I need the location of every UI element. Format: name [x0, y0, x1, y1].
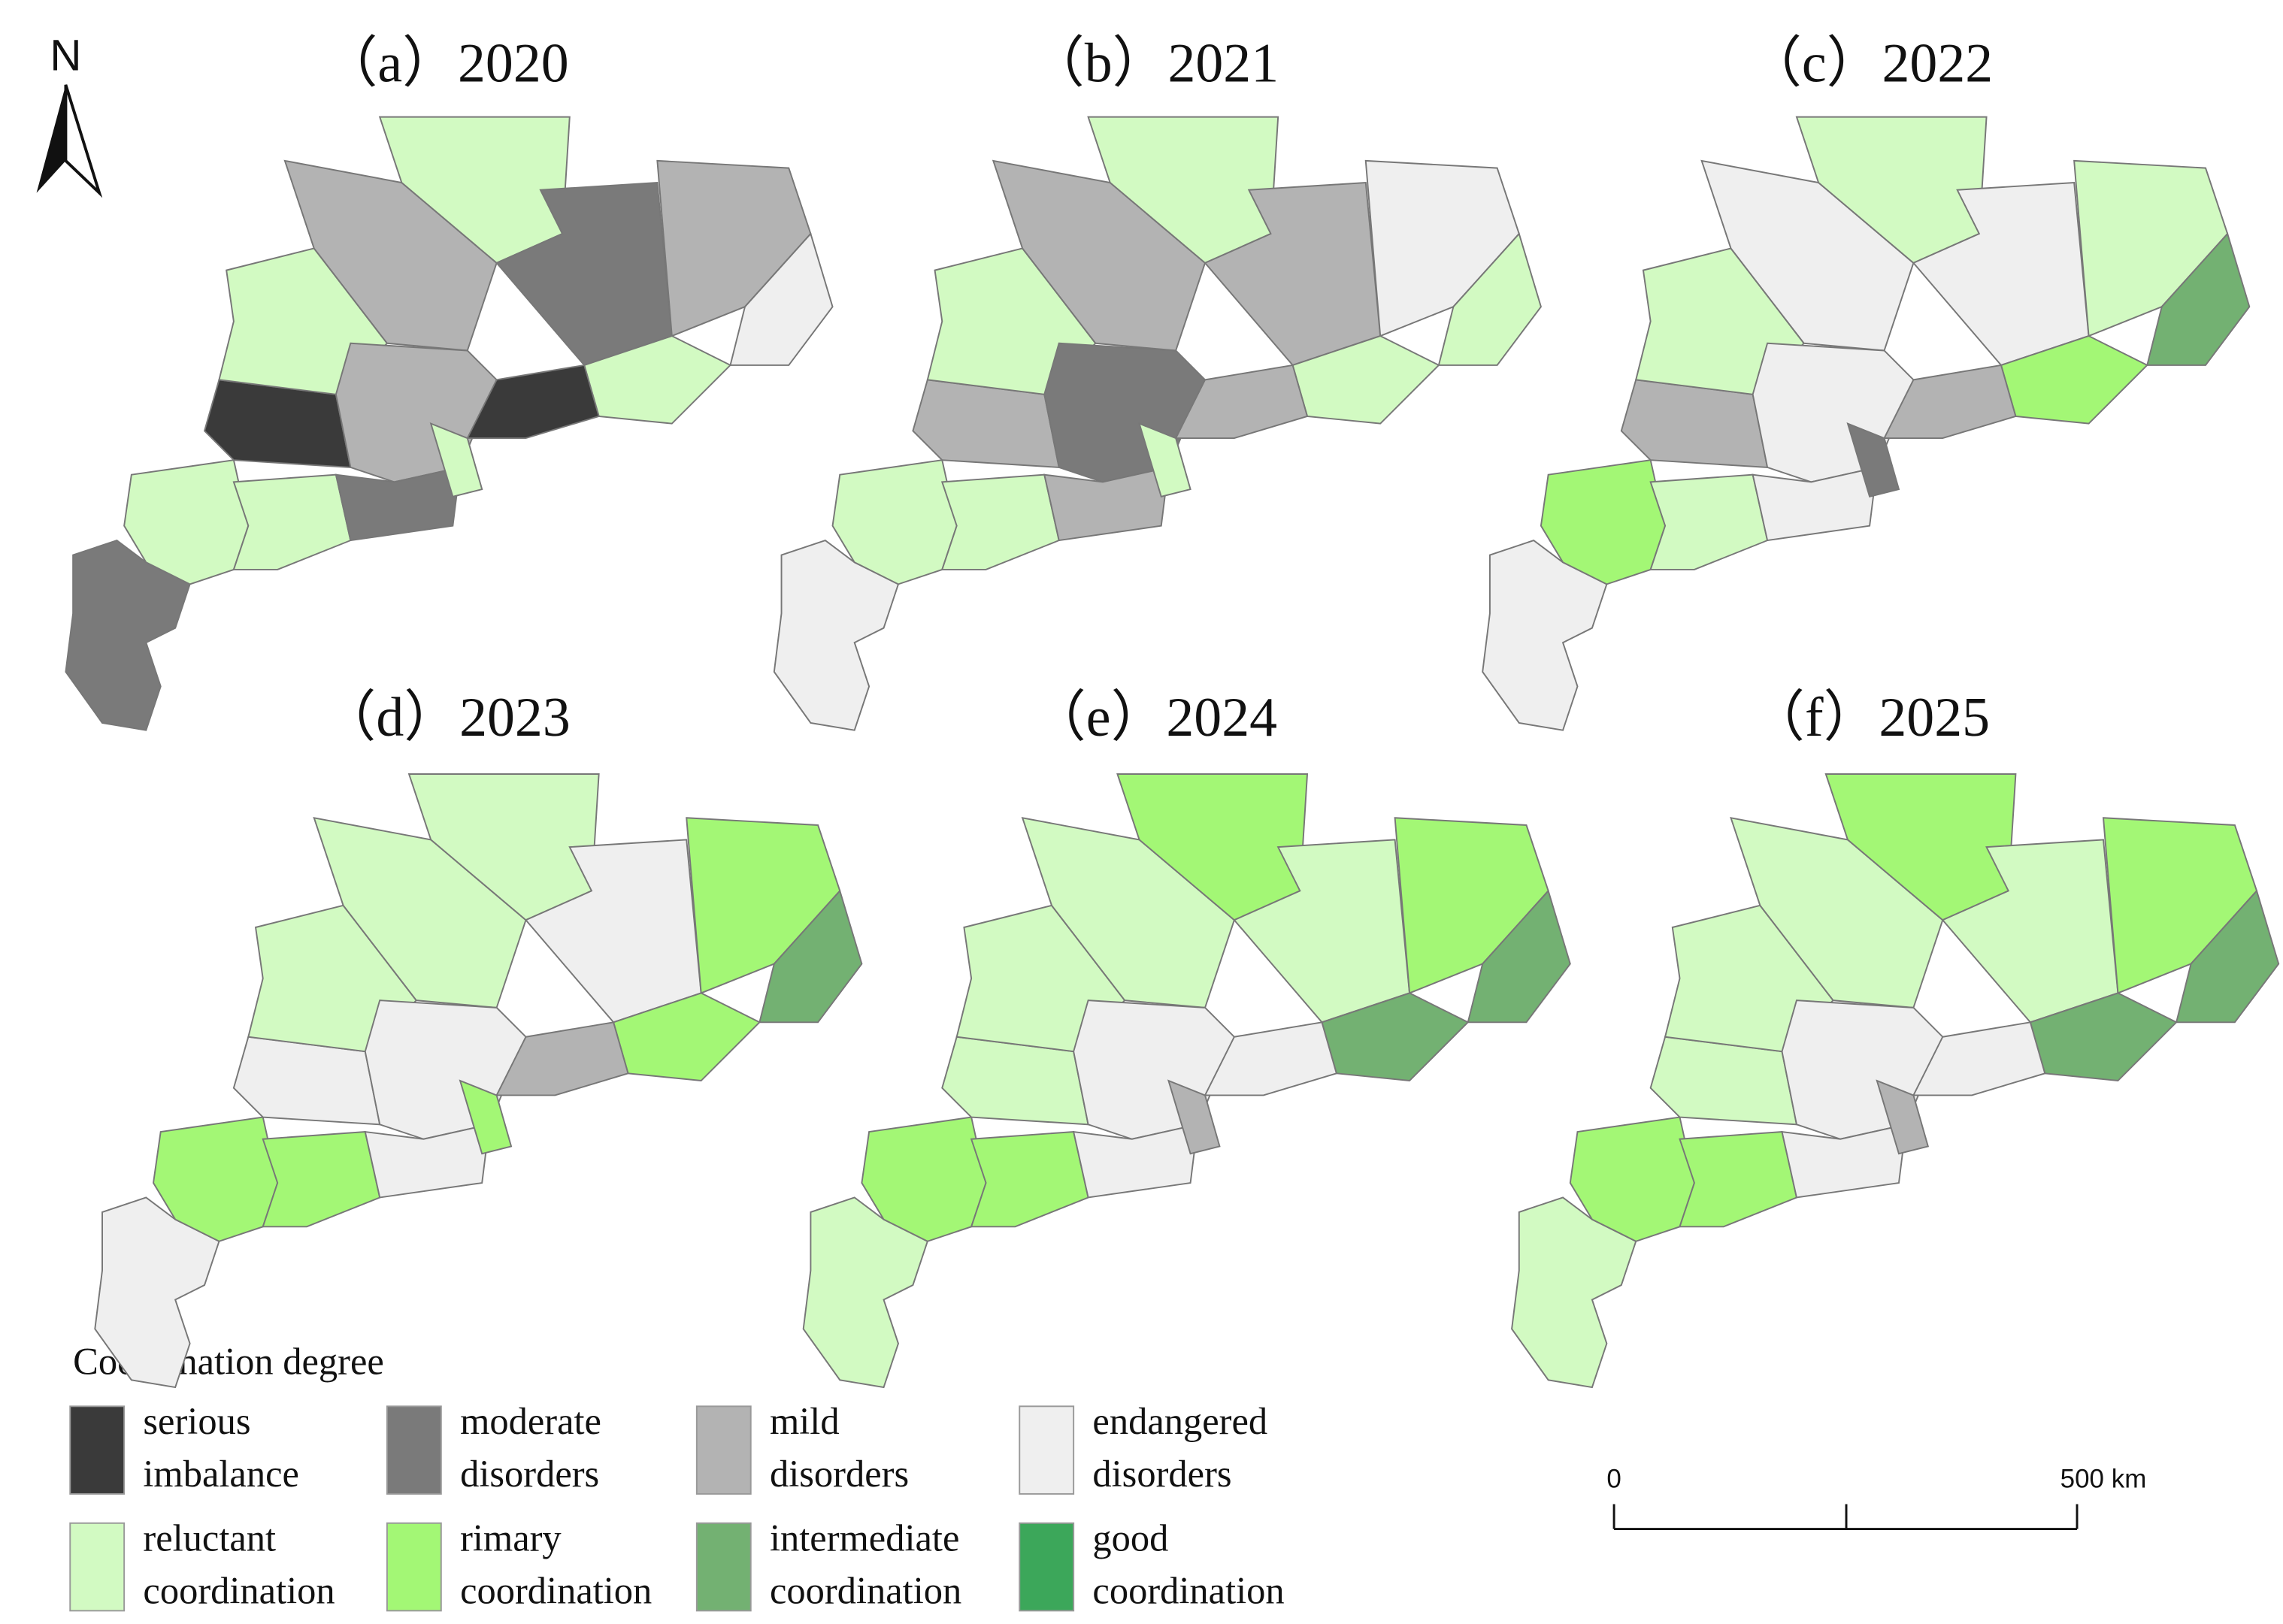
region	[1437, 232, 1542, 366]
region	[861, 1116, 987, 1242]
region	[1043, 466, 1170, 542]
scale-bar	[1612, 1504, 2079, 1530]
region	[232, 473, 352, 570]
region	[1781, 1123, 1907, 1199]
region	[940, 473, 1060, 570]
legend-label: intermediate	[770, 1517, 959, 1559]
region	[1679, 1131, 1798, 1228]
region	[1467, 889, 1571, 1024]
legend-label: endangered	[1092, 1400, 1267, 1442]
legend-label: disorders	[770, 1453, 909, 1495]
region	[802, 1196, 929, 1389]
region	[1204, 1021, 1338, 1096]
region	[1882, 364, 2017, 440]
panel-title: （d）2023	[321, 686, 571, 748]
legend-swatch	[386, 1522, 442, 1612]
legend-label: rimary	[460, 1517, 562, 1559]
region	[1072, 1123, 1199, 1199]
legend-label: coordination	[460, 1570, 652, 1612]
region	[364, 1123, 491, 1199]
legend-label: coordination	[1092, 1570, 1284, 1612]
region	[1846, 422, 1900, 497]
region	[1167, 1079, 1221, 1155]
panel-title: （f）2025	[1749, 686, 1990, 748]
panel-title: （c）2022	[1746, 32, 1993, 93]
region	[970, 1131, 1089, 1228]
panel-map	[1482, 116, 2251, 731]
region	[466, 364, 600, 440]
legend-label: moderate	[460, 1400, 601, 1442]
region	[758, 889, 863, 1024]
panel-map	[1511, 773, 2280, 1389]
region	[831, 459, 958, 585]
region	[2175, 889, 2280, 1024]
legend-swatch	[69, 1405, 126, 1495]
panel-title: （a）2020	[322, 32, 569, 93]
legend-swatch	[386, 1405, 442, 1495]
legend-label: reluctant	[143, 1517, 276, 1559]
region	[429, 422, 483, 497]
north-arrow	[36, 84, 103, 198]
panel-title: （e）2024	[1031, 686, 1277, 748]
panel-map	[802, 773, 1571, 1389]
region	[2146, 232, 2251, 366]
scale-label: 500 km	[2060, 1465, 2147, 1494]
region	[335, 466, 462, 542]
legend-swatch	[1019, 1405, 1075, 1495]
legend-label: coordination	[770, 1570, 961, 1612]
legend-label: mild	[770, 1400, 840, 1442]
legend-label: coordination	[143, 1570, 335, 1612]
region	[262, 1131, 381, 1228]
region	[1649, 473, 1769, 570]
legend-swatch	[695, 1522, 752, 1612]
region	[94, 1196, 220, 1389]
region	[1569, 1116, 1695, 1242]
region	[1174, 364, 1309, 440]
region	[65, 540, 191, 731]
region	[1752, 466, 1878, 542]
region	[1138, 422, 1191, 497]
legend-swatch	[695, 1405, 752, 1495]
legend-label: imbalance	[143, 1453, 298, 1495]
region	[1511, 1196, 1637, 1389]
panel-title: （b）2021	[1029, 32, 1279, 93]
panel-map	[94, 773, 863, 1389]
region	[153, 1116, 279, 1242]
legend-label: disorders	[460, 1453, 599, 1495]
region	[1540, 459, 1667, 585]
legend-label: serious	[143, 1400, 250, 1442]
legend-swatch	[1019, 1522, 1075, 1612]
region	[1482, 540, 1608, 731]
region	[459, 1079, 513, 1155]
north-label: N	[50, 31, 81, 80]
region	[495, 1021, 629, 1096]
region	[123, 459, 250, 585]
region	[1876, 1079, 1930, 1155]
panel-map	[773, 116, 1542, 731]
legend-swatch	[69, 1522, 126, 1612]
legend-label: disorders	[1092, 1453, 1231, 1495]
region	[729, 232, 834, 366]
scale-label: 0	[1606, 1465, 1621, 1494]
region	[773, 540, 900, 731]
legend-label: good	[1092, 1517, 1168, 1559]
panel-map	[65, 116, 834, 731]
region	[1912, 1021, 2046, 1096]
